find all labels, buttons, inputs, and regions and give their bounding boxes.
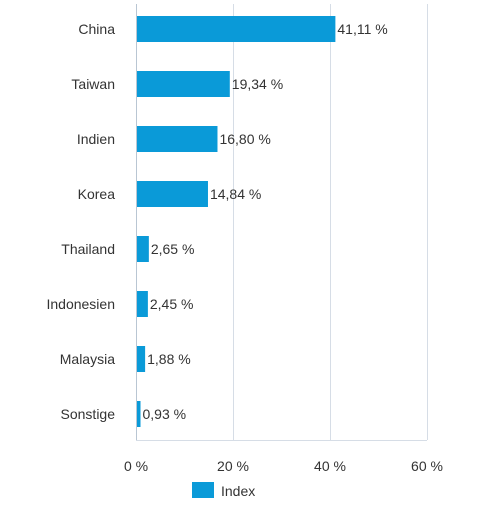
category-labels: China Taiwan Indien Korea Thailand Indonesien… <box>46 21 115 422</box>
bar <box>137 181 208 207</box>
category-label: Taiwan <box>71 76 115 92</box>
data-label: 16,80 % <box>219 131 270 147</box>
bars <box>137 16 336 427</box>
bar <box>137 401 141 427</box>
data-label: 19,34 % <box>232 76 283 92</box>
x-axis-tick-labels: 0 % 20 % 40 % 60 % <box>124 458 443 474</box>
category-label: Sonstige <box>61 406 116 422</box>
category-label: China <box>78 21 115 37</box>
bar <box>137 126 218 152</box>
bar <box>137 236 149 262</box>
bar <box>137 291 148 317</box>
data-label: 2,65 % <box>151 241 195 257</box>
bar <box>137 16 336 42</box>
bar <box>137 71 230 97</box>
data-label: 0,93 % <box>143 406 187 422</box>
grid-lines <box>136 4 428 441</box>
category-label: Indien <box>77 131 115 147</box>
data-labels: 41,11 % 19,34 % 16,80 % 14,84 % 2,65 % 2,45 %… <box>143 21 388 422</box>
data-label: 1,88 % <box>147 351 191 367</box>
legend: Index <box>192 482 255 499</box>
legend-swatch <box>192 482 214 498</box>
category-label: Malaysia <box>60 351 115 367</box>
category-label: Indonesien <box>46 296 115 312</box>
x-tick-label: 0 % <box>124 458 148 474</box>
x-tick-label: 20 % <box>217 458 249 474</box>
category-label: Korea <box>78 186 116 202</box>
data-label: 14,84 % <box>210 186 261 202</box>
x-tick-label: 60 % <box>411 458 443 474</box>
data-label: 2,45 % <box>150 296 194 312</box>
data-label: 41,11 % <box>337 21 387 37</box>
x-tick-label: 40 % <box>314 458 346 474</box>
category-label: Thailand <box>61 241 115 257</box>
bar <box>137 346 146 372</box>
legend-label: Index <box>221 483 255 499</box>
